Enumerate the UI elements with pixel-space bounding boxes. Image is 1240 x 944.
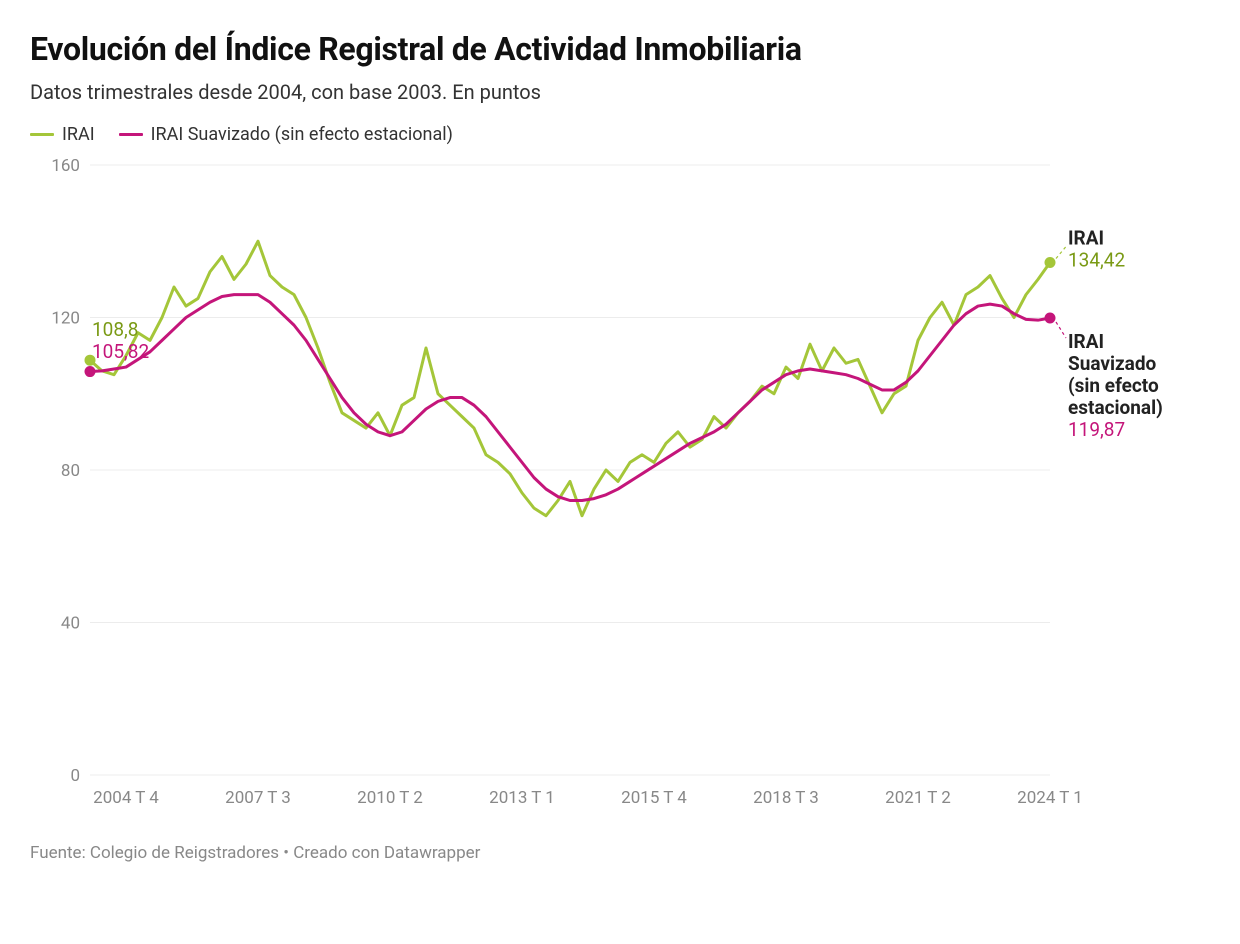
legend: IRAI IRAI Suavizado (sin efecto estacion… bbox=[30, 124, 1220, 145]
connector bbox=[1056, 247, 1066, 259]
legend-swatch-suavizado bbox=[119, 133, 143, 136]
chart-subtitle: Datos trimestrales desde 2004, con base … bbox=[30, 80, 1220, 104]
y-tick-label: 80 bbox=[61, 461, 80, 481]
end-name-suavizado: (sin efecto bbox=[1068, 374, 1159, 397]
end-value-suavizado: 119,87 bbox=[1068, 418, 1125, 441]
start-label-suavizado: 105,82 bbox=[92, 340, 149, 363]
end-marker-irai bbox=[1045, 257, 1056, 268]
series-irai bbox=[90, 241, 1050, 516]
chart-footer: Fuente: Colegio de Reigstradores • Cread… bbox=[30, 843, 1220, 863]
y-tick-label: 160 bbox=[51, 156, 80, 176]
x-tick-label: 2015 T 4 bbox=[621, 788, 687, 808]
y-tick-label: 120 bbox=[51, 309, 80, 329]
line-chart-svg: 0 40 80 120 160 2004 T 4 2007 T 3 2010 T 2 2013 … bbox=[30, 155, 1220, 835]
chart-title: Evolución del Índice Registral de Activi… bbox=[30, 30, 1220, 68]
connector bbox=[1056, 322, 1066, 338]
end-marker-suavizado bbox=[1045, 312, 1056, 323]
end-name-suavizado: estacional) bbox=[1068, 396, 1163, 419]
y-tick-label: 0 bbox=[70, 766, 80, 786]
end-value-irai: 134,42 bbox=[1068, 249, 1125, 272]
legend-label-irai: IRAI bbox=[62, 124, 95, 145]
x-tick-label: 2004 T 4 bbox=[93, 788, 159, 808]
end-name-suavizado: Suavizado bbox=[1068, 352, 1157, 375]
end-name-suavizado: IRAI bbox=[1068, 330, 1104, 353]
start-marker-suavizado bbox=[85, 366, 96, 377]
x-tick-label: 2018 T 3 bbox=[753, 788, 819, 808]
legend-item-suavizado: IRAI Suavizado (sin efecto estacional) bbox=[119, 124, 453, 145]
chart-area: 0 40 80 120 160 2004 T 4 2007 T 3 2010 T 2 2013 … bbox=[30, 155, 1220, 835]
start-label-irai: 108,8 bbox=[92, 318, 138, 341]
x-tick-label: 2013 T 1 bbox=[489, 788, 555, 808]
legend-label-suavizado: IRAI Suavizado (sin efecto estacional) bbox=[151, 124, 453, 145]
y-tick-label: 40 bbox=[61, 614, 80, 634]
x-tick-label: 2021 T 2 bbox=[885, 788, 951, 808]
end-name-irai: IRAI bbox=[1068, 227, 1104, 250]
x-tick-label: 2024 T 1 bbox=[1017, 788, 1083, 808]
legend-item-irai: IRAI bbox=[30, 124, 95, 145]
x-tick-label: 2010 T 2 bbox=[357, 788, 423, 808]
legend-swatch-irai bbox=[30, 133, 54, 136]
x-tick-label: 2007 T 3 bbox=[225, 788, 291, 808]
